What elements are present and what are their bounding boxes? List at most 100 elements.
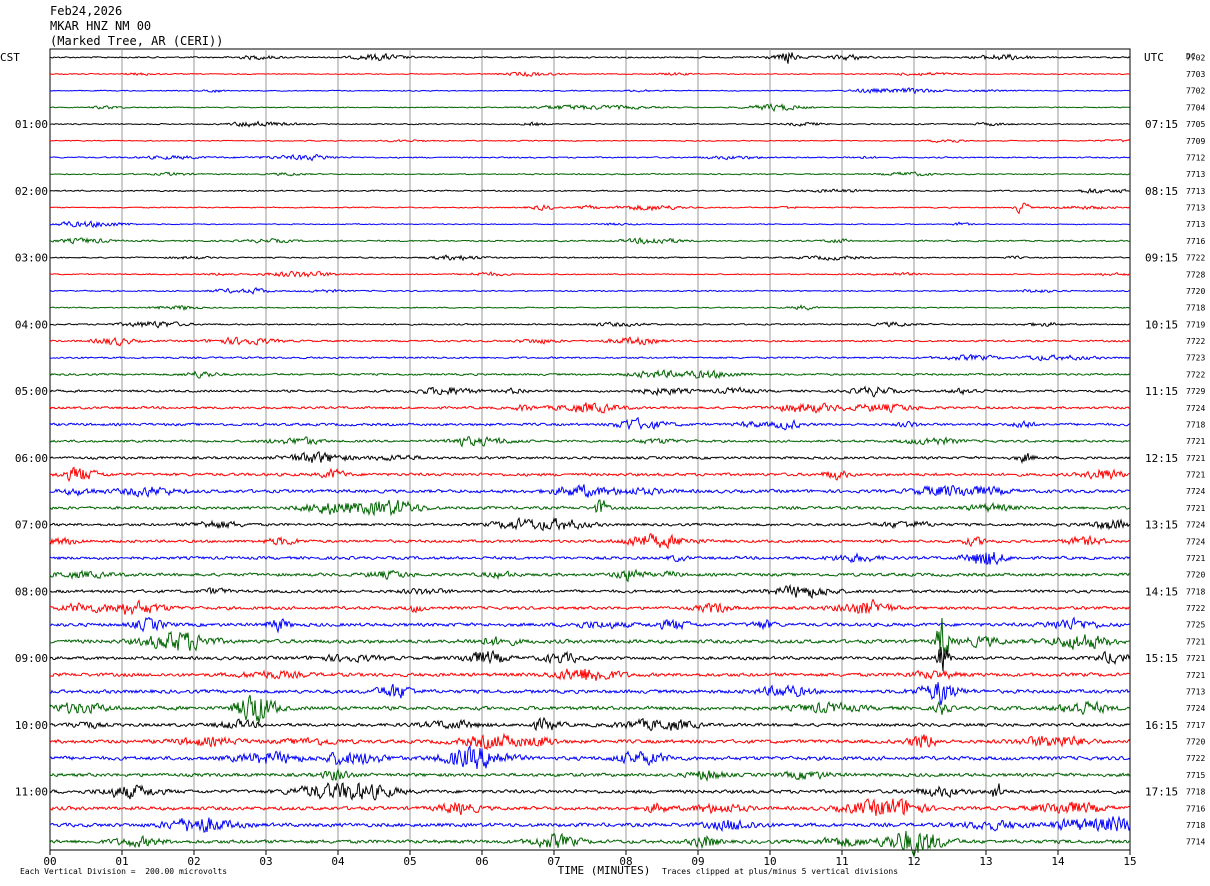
trace-5 [49,138,1131,144]
trace-7 [49,171,1131,177]
trace-6 [49,153,1131,162]
trace-36 [49,646,1131,672]
header-station: MKAR HNZ NM 00 [50,19,152,33]
trace-dc-value: 7718 [1186,821,1205,830]
trace-34 [49,616,1131,634]
trace-22 [49,416,1131,431]
trace-dc-value: 7713 [1186,204,1205,213]
trace-dc-value: 7713 [1186,687,1205,696]
trace-dc-value: 7722 [1186,337,1205,346]
x-tick-label: 05 [403,855,416,868]
trace-dc-value: 7712 [1186,153,1205,162]
x-tick-label: 13 [979,855,992,868]
trace-dc-value: 7720 [1186,571,1205,580]
utc-time-label: 08:15 [1145,185,1178,198]
trace-18 [49,353,1131,362]
trace-46 [50,815,1131,833]
cst-time-label: 11:00 [15,786,48,799]
utc-time-label: 07:15 [1145,118,1178,131]
trace-35 [49,617,1131,657]
utc-time-label: 15:15 [1145,652,1178,665]
trace-dc-value: 7718 [1186,587,1205,596]
trace-dc-value: 7719 [1186,320,1205,329]
cst-time-label: 06:00 [15,452,48,465]
utc-time-label: 10:15 [1145,318,1178,331]
trace-26 [49,484,1131,498]
trace-dc-value: 7722 [1186,754,1205,763]
trace-dc-value: 7721 [1186,437,1205,446]
cst-time-label: 04:00 [15,318,48,331]
trace-dc-value: 7722 [1186,604,1205,613]
trace-dc-value: 7716 [1186,804,1205,813]
trace-1 [49,71,1131,78]
x-tick-label: 01 [115,855,128,868]
trace-44 [49,781,1131,801]
x-tick-label: 10 [763,855,776,868]
cst-time-label: 02:00 [15,185,48,198]
cst-label: CST [0,51,20,64]
trace-dc-value: 7709 [1186,137,1205,146]
cst-time-label: 08:00 [15,585,48,598]
trace-40 [49,716,1131,732]
trace-17 [49,336,1131,347]
trace-dc-value: 7702 [1186,53,1205,62]
trace-dc-value: 7729 [1186,387,1205,396]
trace-12 [50,254,1131,262]
x-tick-label: 08 [619,855,632,868]
x-tick-label: 15 [1123,855,1136,868]
cst-time-label: 05:00 [15,385,48,398]
trace-dc-value: 7721 [1186,504,1205,513]
trace-dc-value: 7724 [1186,404,1205,413]
trace-dc-value: 7718 [1186,788,1205,797]
trace-dc-value: 7722 [1186,370,1205,379]
trace-dc-value: 7722 [1186,254,1205,263]
utc-time-label: 13:15 [1145,519,1178,532]
trace-24 [49,451,1131,465]
trace-32 [49,583,1131,599]
trace-37 [49,668,1131,681]
trace-14 [49,287,1131,295]
trace-dc-value: 7721 [1186,671,1205,680]
trace-31 [49,568,1131,583]
trace-dc-value: 7713 [1186,220,1205,229]
trace-dc-value: 7703 [1186,70,1205,79]
x-tick-label: 11 [835,855,848,868]
trace-39 [49,694,1131,723]
trace-43 [49,767,1131,782]
clip-note: Traces clipped at plus/minus 5 vertical … [662,867,899,876]
header-location: (Marked Tree, AR (CERI)) [50,34,224,48]
x-tick-label: 09 [691,855,704,868]
plot-frame [49,48,1131,851]
x-tick-label: 14 [1051,855,1065,868]
trace-29 [49,533,1131,550]
x-tick-label: 02 [187,855,200,868]
trace-dc-value: 7728 [1186,270,1205,279]
header-date: Feb24,2026 [50,4,123,18]
trace-dc-value: 7721 [1186,654,1205,663]
trace-38 [49,682,1131,706]
trace-dc-value: 7724 [1186,537,1205,546]
x-tick-label: 03 [259,855,272,868]
trace-16 [49,320,1131,329]
trace-8 [49,187,1131,194]
trace-20 [49,385,1131,398]
trace-dc-value: 7725 [1186,621,1205,630]
x-tick-label: 06 [475,855,488,868]
utc-time-label: 16:15 [1145,719,1178,732]
trace-2 [49,87,1131,95]
trace-3 [50,102,1131,113]
trace-dc-value: 7724 [1186,487,1205,496]
cst-time-label: 01:00 [15,118,48,131]
trace-15 [49,304,1131,312]
cst-time-label: 07:00 [15,519,48,532]
cst-time-label: 03:00 [15,252,48,265]
trace-dc-value: 7721 [1186,454,1205,463]
trace-dc-value: 7718 [1186,420,1205,429]
trace-11 [50,237,1131,245]
trace-0 [49,51,1131,64]
trace-45 [49,798,1131,816]
x-tick-label: 00 [43,855,56,868]
trace-dc-value: 7721 [1186,554,1205,563]
trace-dc-value: 7705 [1186,120,1205,129]
